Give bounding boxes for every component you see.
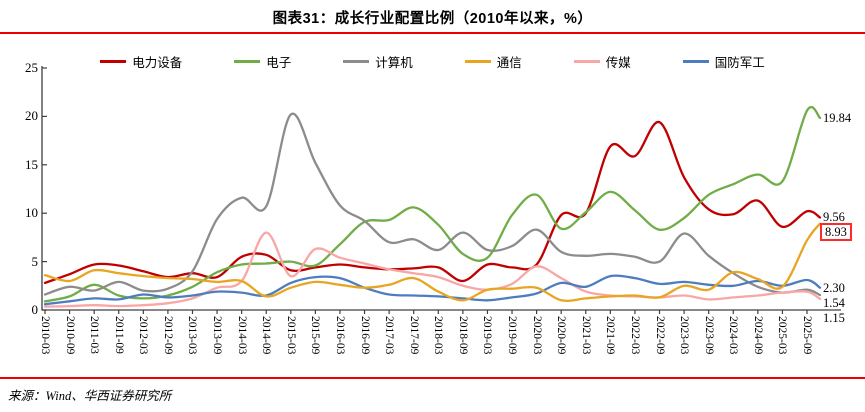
source-note: 来源：Wind、华西证券研究所 xyxy=(8,389,172,403)
series-line-computer xyxy=(43,112,822,297)
x-axis-label-2016-03: 2016-03 xyxy=(333,316,346,355)
x-axis-label-2023-03: 2023-03 xyxy=(678,316,691,355)
y-axis-label-5: 5 xyxy=(31,253,39,269)
x-axis-label-2011-09: 2011-09 xyxy=(112,316,125,354)
legend-item-computer: 计算机 xyxy=(343,52,413,71)
x-axis-label-2020-03: 2020-03 xyxy=(530,316,543,355)
x-axis-label-2022-09: 2022-09 xyxy=(653,316,666,355)
x-axis-label-2015-09: 2015-09 xyxy=(309,316,322,355)
x-axis-label-2025-09: 2025-09 xyxy=(801,316,813,355)
x-axis-label-2025-03: 2025-03 xyxy=(776,316,789,355)
series-line-telecom xyxy=(43,222,822,302)
x-axis-label-2024-03: 2024-03 xyxy=(727,316,740,355)
y-axis-label-15: 15 xyxy=(25,156,38,172)
series-line-power-equipment xyxy=(43,121,822,285)
x-axis-label-2019-03: 2019-03 xyxy=(481,316,494,355)
x-axis-label-2019-09: 2019-09 xyxy=(506,316,519,355)
x-axis-label-2011-03: 2011-03 xyxy=(88,316,101,354)
legend-label-computer: 计算机 xyxy=(375,56,413,70)
legend-swatch-electronics xyxy=(234,60,261,63)
legend-swatch-media xyxy=(573,60,600,63)
end-value-label-power-equipment: 9.56 xyxy=(823,210,845,225)
page-title: 图表31：成长行业配置比例（2010年以来，%） xyxy=(272,11,593,27)
x-axis-label-2015-03: 2015-03 xyxy=(284,316,297,355)
x-axis-label-2023-09: 2023-09 xyxy=(702,316,715,355)
x-axis-label-2018-09: 2018-09 xyxy=(456,316,469,355)
legend-item-telecom: 通信 xyxy=(464,52,522,71)
footer-divider xyxy=(0,377,865,379)
legend-label-power-equipment: 电力设备 xyxy=(132,56,183,70)
x-axis-label-2021-03: 2021-03 xyxy=(579,316,592,355)
y-axis-label-0: 0 xyxy=(31,302,39,317)
x-axis-label-2012-09: 2012-09 xyxy=(161,316,174,355)
series-line-electronics xyxy=(43,105,822,303)
legend-swatch-defense xyxy=(682,60,709,63)
x-axis-label-2024-09: 2024-09 xyxy=(751,316,764,355)
legend-swatch-telecom xyxy=(464,60,491,63)
legend-item-media: 传媒 xyxy=(573,52,631,71)
x-axis-label-2018-03: 2018-03 xyxy=(432,316,445,355)
legend-item-power-equipment: 电力设备 xyxy=(100,52,182,71)
x-axis-label-2014-09: 2014-09 xyxy=(260,316,273,355)
legend-item-defense: 国防军工 xyxy=(682,52,765,71)
x-axis-label-2012-03: 2012-03 xyxy=(137,316,150,355)
end-value-label-defense: 2.30 xyxy=(823,280,845,295)
end-value-label-electronics: 19.84 xyxy=(823,110,852,125)
end-value-label-computer: 1.54 xyxy=(823,295,845,310)
y-axis-label-25: 25 xyxy=(25,60,38,75)
end-value-label-telecom-highlighted: 8.93 xyxy=(820,223,852,242)
x-axis-label-2013-09: 2013-09 xyxy=(211,316,224,355)
x-axis-label-2017-09: 2017-09 xyxy=(407,316,420,355)
x-axis-label-2021-09: 2021-09 xyxy=(604,316,617,355)
x-axis-label-2016-09: 2016-09 xyxy=(358,316,371,355)
title-divider xyxy=(0,32,865,34)
x-axis-label-2022-03: 2022-03 xyxy=(628,316,641,355)
legend-item-electronics: 电子 xyxy=(234,52,291,71)
series-line-defense xyxy=(43,274,822,306)
x-axis-label-2020-09: 2020-09 xyxy=(555,316,568,355)
y-axis-label-20: 20 xyxy=(25,108,38,124)
x-axis-label-2010-03: 2010-03 xyxy=(39,316,51,355)
legend-swatch-computer xyxy=(343,60,370,63)
chart-legend: 电力设备 电子 计算机 通信 传媒 国防军工 xyxy=(40,52,825,71)
series-line-media xyxy=(43,231,822,308)
legend-label-telecom: 通信 xyxy=(496,56,522,70)
x-axis-label-2017-03: 2017-03 xyxy=(383,316,396,355)
x-axis-label-2010-09: 2010-09 xyxy=(63,316,76,355)
x-axis-label-2014-03: 2014-03 xyxy=(235,316,248,355)
legend-label-electronics: 电子 xyxy=(266,56,292,70)
legend-label-defense: 国防军工 xyxy=(714,56,765,70)
legend-swatch-power-equipment xyxy=(100,60,127,63)
y-axis-label-10: 10 xyxy=(25,205,38,221)
x-axis-label-2013-03: 2013-03 xyxy=(186,316,199,355)
legend-label-media: 传媒 xyxy=(605,56,631,70)
end-value-label-media: 1.15 xyxy=(823,310,845,325)
